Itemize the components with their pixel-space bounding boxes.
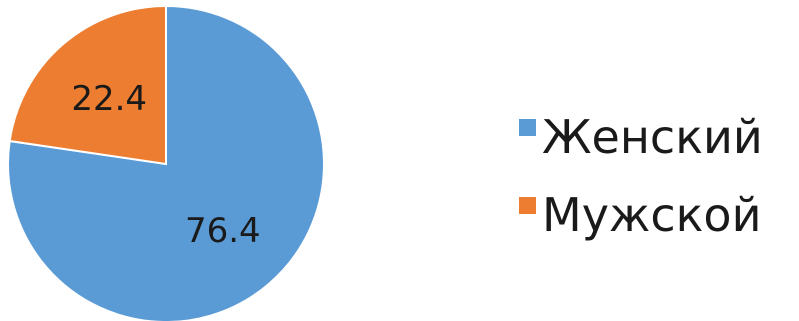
legend: Женский Мужской: [519, 110, 763, 242]
data-label-male: 22.4: [71, 79, 147, 119]
pie-slices: [7, 4, 325, 321]
legend-label-male: Мужской: [542, 188, 761, 242]
data-label-female: 76.4: [185, 211, 261, 251]
legend-swatch-female: [519, 119, 536, 136]
legend-swatch-male: [519, 197, 536, 214]
pie-data-labels: 76.4 22.4: [71, 79, 260, 251]
pie-slice-male: [8, 4, 167, 166]
legend-label-female: Женский: [542, 110, 763, 164]
